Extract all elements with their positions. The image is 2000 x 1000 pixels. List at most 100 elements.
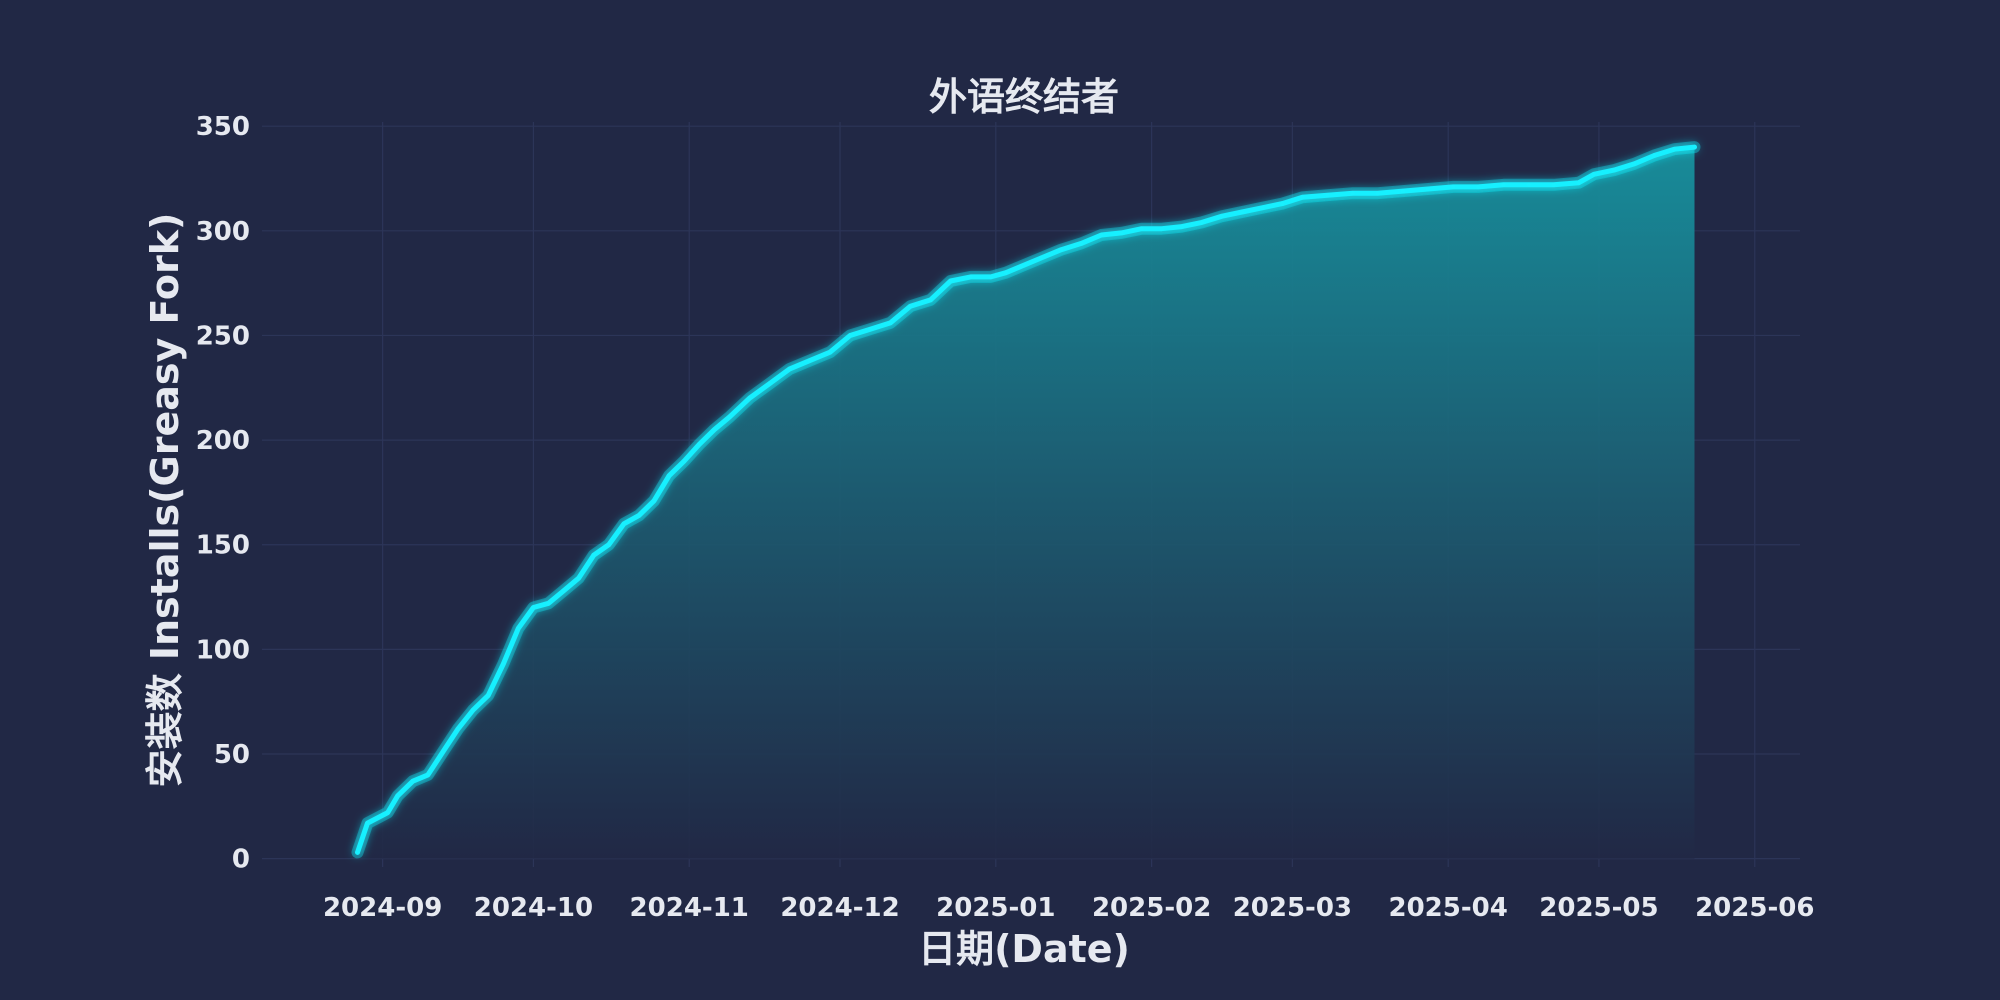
data-point [1400,188,1406,194]
x-axis-ticks: 2024-09 2024-10 2024-11 2024-12 2025-01 2025-… [323,893,1814,923]
data-point [712,427,717,432]
data-point [1672,147,1677,152]
data-point [1652,153,1657,158]
y-tick-label: 200 [196,426,250,456]
data-point [1692,144,1697,150]
data-point [1576,180,1582,185]
data-point [651,498,657,503]
data-point [621,521,627,526]
data-point [868,327,873,332]
data-point [365,820,370,826]
data-point [1631,161,1637,167]
x-tick-label: 2024-12 [780,893,899,923]
data-point [1079,241,1084,246]
data-point [1551,182,1556,187]
x-tick-label: 2025-05 [1539,893,1658,923]
y-tick-label: 0 [232,845,250,875]
data-point [486,693,491,698]
y-tick-label: 350 [196,112,250,142]
data-point [666,473,672,478]
data-point [1280,201,1285,206]
data-point [440,749,446,755]
data-point [1591,172,1597,177]
data-point [470,707,476,713]
data-point [968,274,973,280]
data-point [1239,209,1245,215]
y-tick-label: 100 [196,635,250,665]
x-tick-label: 2024-09 [323,893,442,923]
data-point [1038,255,1044,261]
data-point [1119,230,1124,236]
data-point [727,414,732,420]
data-point [988,274,993,280]
data-point [807,358,812,363]
data-point [576,576,581,581]
data-point [395,793,400,798]
data-point [1425,186,1431,192]
data-point [606,542,611,547]
data-point [1179,224,1185,229]
data-point [1099,232,1104,238]
data-point [888,320,893,326]
data-point [1451,184,1456,190]
x-tick-label: 2024-10 [474,893,593,923]
data-point [455,726,461,732]
data-point [561,588,566,593]
data-point [1526,182,1531,187]
data-point [1375,191,1381,196]
data-point [385,810,390,815]
data-point [908,304,913,309]
data-point [827,350,833,355]
data-point [928,297,933,303]
x-tick-label: 2025-01 [936,893,1055,923]
data-point [1018,264,1024,269]
data-point [1059,247,1064,252]
data-points [355,144,1697,855]
data-point [747,396,752,401]
data-point [531,605,536,610]
data-point [787,366,792,372]
data-point [546,601,551,606]
data-point [516,626,521,631]
series-area [357,147,1695,859]
data-point [1139,226,1144,231]
data-point [591,553,596,558]
data-point [1219,214,1225,219]
data-point [1611,167,1617,173]
y-axis-label: 安装数 Installs(Greasy Fork) [143,213,187,788]
y-tick-label: 150 [196,531,250,561]
x-tick-label: 2025-06 [1695,893,1814,923]
data-point [410,779,415,784]
data-point [636,513,642,518]
y-tick-label: 50 [214,740,250,770]
data-point [1159,226,1164,231]
data-point [1260,205,1265,210]
x-tick-label: 2025-03 [1233,893,1352,923]
data-point [1325,193,1330,198]
data-point [425,772,431,778]
data-point [948,278,953,284]
data-point [1350,191,1355,196]
y-tick-label: 300 [196,217,250,247]
series-line [355,144,1697,855]
data-point [847,333,853,338]
data-point [1003,270,1009,275]
y-tick-label: 250 [196,321,250,351]
data-point [1300,195,1305,200]
x-axis-label: 日期(Date) [918,927,1130,971]
x-tick-label: 2025-04 [1388,893,1507,923]
x-tick-label: 2025-02 [1092,893,1211,923]
data-point [501,661,506,667]
data-point [1501,182,1506,187]
y-axis-ticks: 0 50 100 150 200 250 300 350 [196,112,250,874]
data-point [355,850,360,855]
data-point [1476,184,1481,190]
data-point [767,381,772,386]
data-point [697,442,702,447]
chart-title: 外语终结者 [929,75,1119,119]
data-point [1199,220,1205,225]
data-point [682,458,687,464]
x-tick-label: 2024-11 [630,893,749,923]
